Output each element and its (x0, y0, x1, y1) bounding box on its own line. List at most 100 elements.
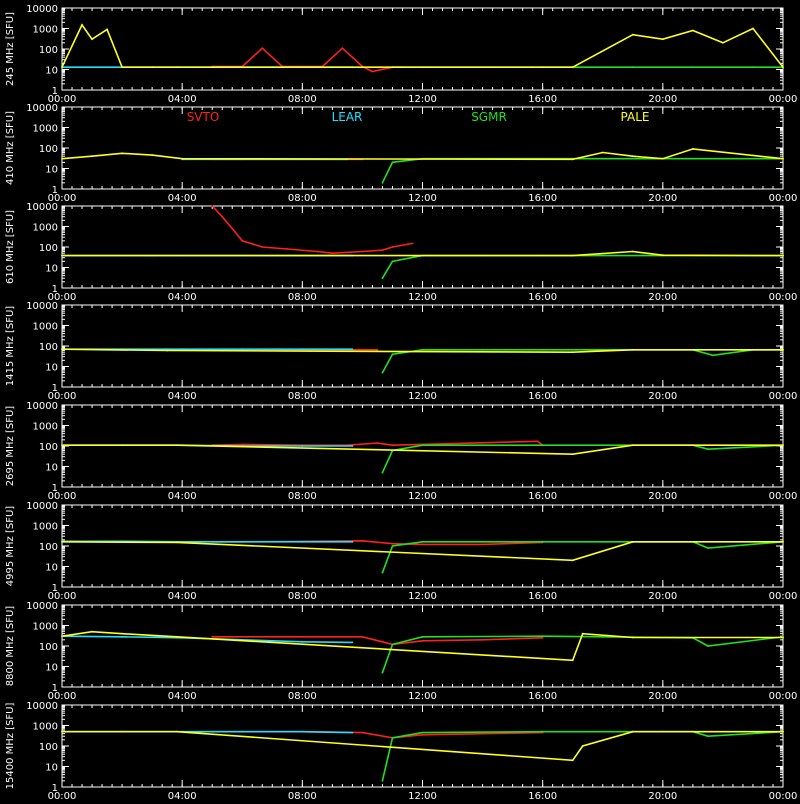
series-point (91, 155, 93, 158)
y-tick-label: 10000 (26, 4, 58, 15)
series-point (782, 157, 784, 160)
x-tick-label: 00:00 (48, 391, 77, 402)
series-line-2 (381, 541, 784, 573)
series-point (571, 66, 574, 69)
series-point (421, 733, 424, 736)
y-axis-label: 4995 MHz [SFU] (5, 506, 16, 587)
y-tick-label: 10000 (26, 301, 58, 312)
series-point (181, 348, 184, 351)
series-point (706, 448, 709, 451)
x-tick-label: 04:00 (168, 193, 197, 204)
y-tick-label: 10 (45, 463, 58, 474)
series-point (381, 249, 384, 252)
x-tick-label: 20:00 (648, 691, 677, 702)
x-tick-label: 20:00 (648, 591, 677, 602)
series-line-2 (381, 444, 784, 474)
series-point (301, 730, 304, 733)
x-tick-label: 16:00 (528, 491, 557, 502)
y-tick-label: 10000 (26, 401, 58, 412)
series-point (241, 730, 244, 733)
series-line-0 (212, 440, 544, 447)
series-point (782, 730, 784, 733)
series-point (151, 66, 154, 69)
y-tick-label: 1000 (33, 322, 58, 333)
series-point (81, 23, 83, 26)
series-point (211, 635, 214, 638)
series-point (121, 632, 123, 635)
x-tick-label: 00:00 (769, 591, 798, 602)
series-point (706, 645, 709, 647)
series-point (301, 540, 304, 543)
series-point (286, 248, 289, 250)
series-point (351, 348, 354, 351)
series-point (61, 730, 63, 733)
series-point (661, 254, 664, 257)
y-tick-label: 1000 (33, 223, 58, 234)
x-tick-label: 00:00 (48, 591, 77, 602)
series-point (391, 542, 394, 545)
x-tick-label: 12:00 (408, 591, 437, 602)
series-point (91, 630, 93, 633)
series-point (391, 161, 394, 164)
y-axis-label: 245 MHz [SFU] (5, 12, 16, 86)
series-point (361, 250, 364, 253)
series-point (391, 545, 394, 547)
series-point (411, 242, 414, 245)
series-point (61, 254, 63, 257)
plot-frame-6 (61, 604, 784, 688)
x-tick-label: 12:00 (408, 193, 437, 204)
x-tick-label: 00:00 (48, 791, 77, 800)
series-point (782, 254, 784, 257)
series-line-3 (62, 730, 783, 762)
y-tick-label: 1 (52, 383, 58, 394)
x-tick-label: 12:00 (408, 292, 437, 303)
series-point (61, 444, 63, 447)
series-point (151, 254, 154, 257)
series-point (241, 348, 244, 351)
x-tick-label: 00:00 (769, 491, 798, 502)
x-tick-label: 00:00 (48, 94, 77, 105)
plot-frame-1 (61, 106, 784, 190)
series-point (631, 444, 634, 447)
series-point (176, 541, 179, 544)
series-point (571, 659, 574, 662)
y-tick-label: 10 (45, 165, 58, 176)
series-point (571, 254, 574, 257)
series-point (176, 730, 179, 733)
series-line-2 (381, 730, 784, 781)
y-tick-label: 100 (39, 342, 58, 353)
series-point (241, 635, 244, 638)
series-point (421, 639, 424, 642)
series-point (712, 354, 714, 357)
series-point (121, 635, 123, 638)
series-point (381, 181, 384, 184)
series-point (301, 640, 304, 643)
series-point (376, 348, 379, 351)
x-tick-label: 00:00 (48, 292, 77, 303)
y-tick-label: 1000 (33, 124, 58, 135)
series-point (381, 671, 384, 674)
x-tick-label: 20:00 (648, 391, 677, 402)
series-point (391, 643, 394, 646)
x-tick-label: 00:00 (769, 391, 798, 402)
series-point (601, 151, 604, 154)
x-tick-label: 16:00 (528, 292, 557, 303)
series-point (91, 38, 93, 41)
series-point (261, 47, 264, 50)
series-point (381, 471, 384, 474)
series-point (691, 148, 694, 150)
y-tick-label: 1 (52, 284, 58, 295)
series-point (631, 66, 634, 69)
y-axis-label: 410 MHz [SFU] (5, 111, 16, 185)
series-point (121, 66, 123, 69)
series-point (782, 636, 784, 639)
series-point (381, 779, 384, 782)
y-tick-label: 1000 (33, 25, 58, 36)
series-point (782, 444, 784, 447)
x-tick-label: 08:00 (288, 391, 317, 402)
y-tick-label: 10 (45, 563, 58, 574)
y-tick-label: 10000 (26, 103, 58, 114)
series-point (752, 66, 754, 69)
y-tick-label: 10000 (26, 501, 58, 512)
x-tick-label: 16:00 (528, 193, 557, 204)
